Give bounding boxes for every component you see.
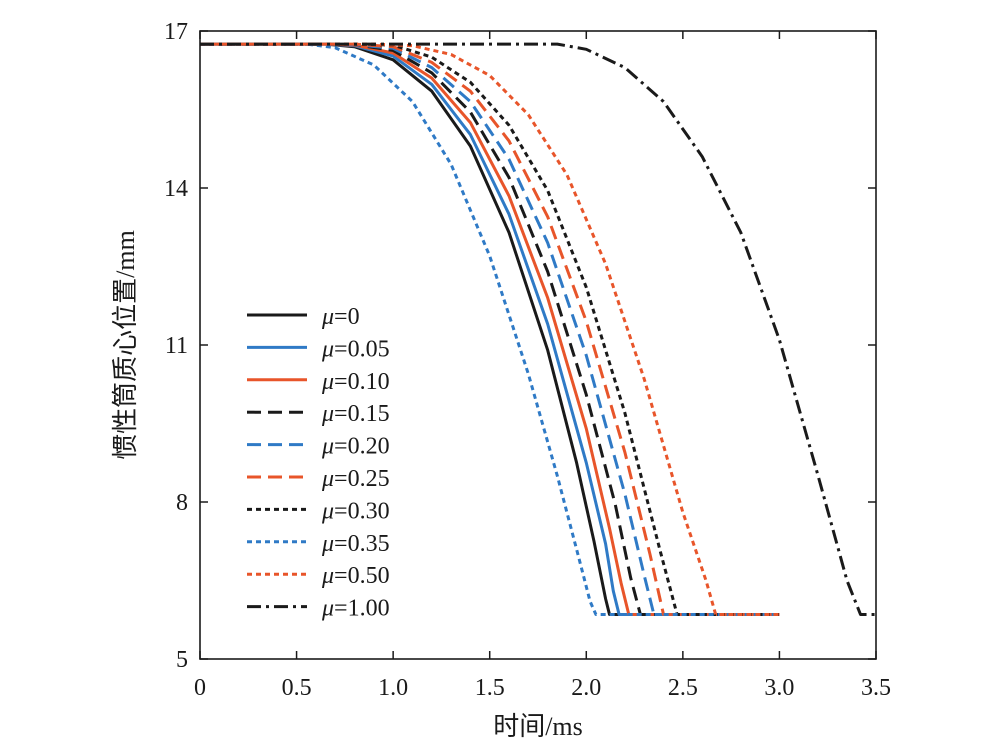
tick-layer: 0 0.5 1.0 1.5 2.0 2.5 3.0 3.5 5 8 11 14 17 (164, 19, 891, 701)
legend-label-9: μ=1.00 (321, 596, 390, 622)
legend-label-2: μ=0.10 (321, 369, 390, 395)
x-tick-label: 2.0 (571, 675, 601, 701)
legend: μ=0 μ=0.05 μ=0.10 μ=0.15 μ=0.20 μ=0.25 μ=0.30 μ… (247, 304, 390, 622)
legend-label-1: μ=0.05 (321, 336, 390, 362)
x-tick-label: 2.5 (668, 675, 698, 701)
x-tick-label: 0.5 (282, 675, 312, 701)
x-tick-label: 3.0 (764, 675, 794, 701)
x-tick-label: 1.5 (475, 675, 505, 701)
series-line-9 (200, 42, 876, 616)
x-axis-title: 时间/ms (493, 712, 583, 741)
series-layer (200, 42, 876, 616)
legend-label-7: μ=0.35 (321, 531, 390, 557)
legend-label-5: μ=0.25 (321, 466, 390, 492)
y-tick-label: 11 (165, 333, 188, 359)
x-tick-label: 1.0 (378, 675, 408, 701)
legend-label-8: μ=0.50 (321, 563, 390, 589)
y-tick-label: 14 (164, 176, 188, 202)
y-tick-label: 5 (176, 647, 188, 673)
legend-label-6: μ=0.30 (321, 498, 390, 524)
plot-frame (199, 30, 877, 660)
series-line-7 (200, 42, 780, 616)
y-tick-label: 17 (164, 19, 188, 45)
legend-label-3: μ=0.15 (321, 401, 390, 427)
series-line-4 (200, 42, 780, 616)
legend-label-4: μ=0.20 (321, 434, 390, 460)
x-tick-label: 3.5 (861, 675, 891, 701)
legend-label-0: μ=0 (321, 304, 360, 330)
x-tick-label: 0 (194, 675, 206, 701)
y-axis-title: 惯性筒质心位置/mm (111, 230, 140, 460)
y-tick-label: 8 (176, 490, 188, 516)
